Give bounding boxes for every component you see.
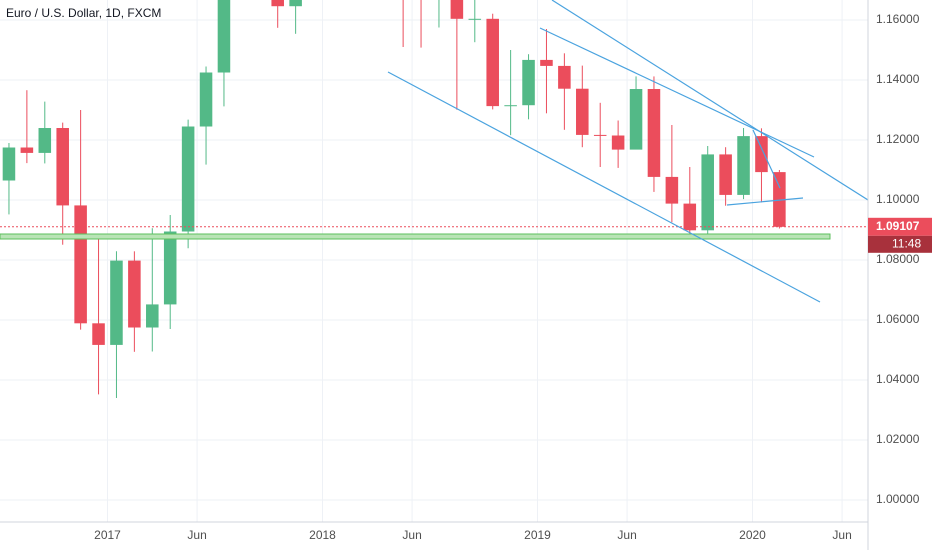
drawings: [0, 0, 868, 303]
candle-body: [611, 135, 625, 150]
candle-body: [665, 176, 679, 204]
x-tick-label: Jun: [617, 528, 636, 542]
x-tick-label: 2019: [524, 528, 551, 542]
trend-line: [726, 197, 804, 206]
x-tick-label: Jun: [187, 528, 206, 542]
trend-line: [752, 129, 781, 189]
candle-body: [163, 231, 177, 305]
candle-body: [719, 154, 732, 195]
candle-body: [38, 128, 52, 153]
chart-title: Euro / U.S. Dollar, 1D, FXCM: [6, 6, 161, 20]
x-tick-label: 2018: [309, 528, 336, 542]
y-tick-label: 1.14000: [876, 72, 920, 86]
y-tick-label: 1.08000: [876, 252, 920, 266]
candle-body: [558, 65, 571, 89]
y-tick-label: 1.10000: [876, 192, 920, 206]
candle-body: [217, 0, 231, 73]
y-tick-label: 1.12000: [876, 132, 920, 146]
countdown-label: 11:48: [892, 236, 921, 250]
x-tick-label: 2020: [739, 528, 766, 542]
candle-body: [110, 260, 123, 345]
candles: [0, 0, 868, 399]
candle-body: [271, 0, 284, 7]
candle-body: [2, 147, 16, 181]
candle-body: [737, 136, 750, 195]
x-tick-label: Jun: [832, 528, 851, 542]
trend-line: [539, 27, 815, 158]
y-tick-label: 1.04000: [876, 372, 920, 386]
candle-body: [92, 323, 105, 345]
candle-body: [146, 304, 159, 328]
candle-body: [522, 59, 535, 106]
y-tick-label: 1.00000: [876, 492, 920, 506]
candle-body: [576, 88, 589, 135]
candle-body: [128, 260, 141, 328]
candle-body: [683, 203, 697, 231]
candle-body: [629, 89, 643, 150]
countdown-box: [868, 235, 932, 253]
candle-body: [701, 154, 714, 231]
candle-body: [181, 126, 195, 232]
y-tick-label: 1.02000: [876, 432, 920, 446]
candle-body: [468, 18, 482, 20]
axes: 1.00000 1.02000 1.04000 1.06000 1.08000 1.100…: [94, 12, 932, 542]
candle-body: [289, 0, 302, 7]
candle-body: [504, 105, 517, 107]
last-price-label: 1.09107: [876, 219, 920, 233]
support-zone: [0, 233, 831, 240]
last-price-box: [868, 217, 932, 236]
candle-body: [647, 89, 661, 177]
candle-body: [199, 72, 213, 127]
candle-body: [540, 59, 553, 66]
trend-line: [387, 71, 821, 303]
candle-body: [450, 0, 464, 19]
x-tick-label: Jun: [402, 528, 421, 542]
candle-body: [74, 205, 87, 324]
candle-body: [56, 128, 69, 206]
candle-body: [593, 134, 607, 136]
grid: [0, 0, 868, 522]
candle-body: [773, 172, 786, 227]
trend-line: [551, 0, 868, 201]
candle-body: [20, 147, 34, 153]
candle-body: [486, 18, 499, 107]
x-tick-label: 2017: [94, 528, 121, 542]
y-tick-label: 1.16000: [876, 12, 920, 26]
y-tick-label: 1.06000: [876, 312, 920, 326]
candle-body: [755, 136, 768, 173]
